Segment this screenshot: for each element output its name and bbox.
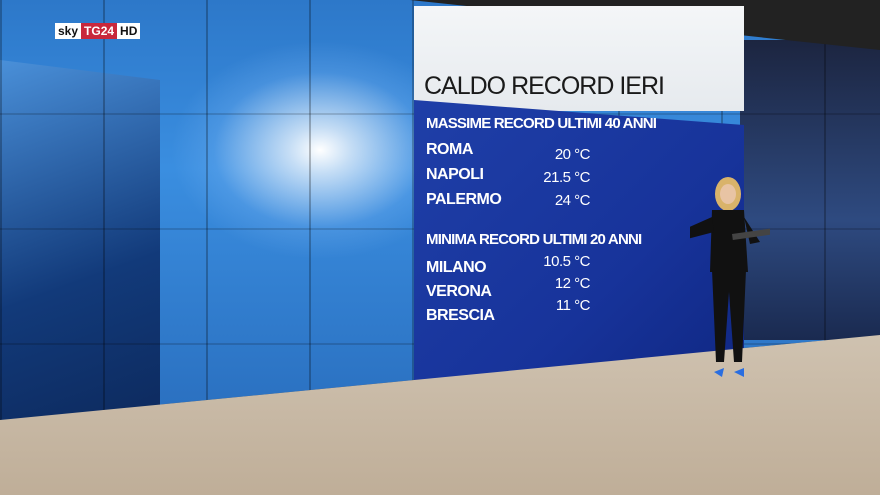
logo-channel: TG24 [81, 23, 118, 39]
graphic-title: CALDO RECORD IERI [424, 72, 665, 100]
logo-brand: sky [55, 23, 82, 39]
city-label: MILANO [426, 259, 487, 276]
city-label: ROMA [426, 141, 473, 158]
city-label: BRESCIA [426, 307, 495, 324]
temp-value: 21.5 °C [543, 169, 590, 186]
section-heading: MASSIME RECORD ULTIMI 40 ANNI [426, 115, 657, 132]
temp-value: 10.5 °C [543, 253, 590, 270]
logo-quality: HD [117, 23, 141, 39]
sky-panel [0, 60, 160, 420]
city-label: NAPOLI [426, 166, 484, 183]
channel-logo: sky TG24 HD [55, 23, 141, 39]
temp-value: 20 °C [554, 146, 591, 163]
temp-value: 12 °C [554, 275, 591, 292]
temp-value: 11 °C [555, 297, 591, 314]
night-panel [740, 40, 880, 340]
city-label: VERONA [426, 283, 492, 300]
section-heading: MINIMA RECORD ULTIMI 20 ANNI [426, 231, 642, 248]
city-label: PALERMO [426, 191, 502, 208]
title-card [414, 6, 744, 111]
temp-value: 24 °C [554, 192, 591, 209]
presenter [690, 177, 770, 377]
